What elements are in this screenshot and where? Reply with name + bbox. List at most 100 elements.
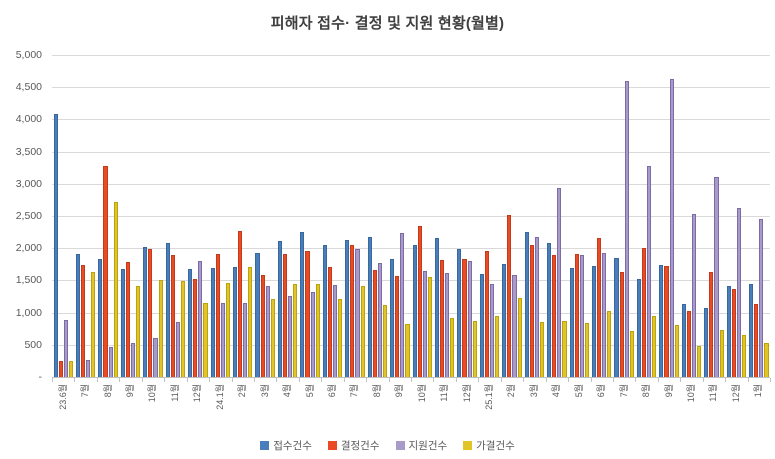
y-axis: 5,000 4,500 4,000 3,500 3,000 2,500 2,000 1,500… xyxy=(0,49,46,383)
bar-group xyxy=(703,55,725,377)
bar-지원건수 xyxy=(377,262,382,377)
bar-가결건수 xyxy=(584,322,589,377)
bar-접수건수 xyxy=(210,267,215,377)
x-axis-tick xyxy=(680,378,682,382)
legend-item: 지원건수 xyxy=(395,438,447,453)
bar-group xyxy=(164,55,186,377)
x-axis-label-cell: 2월 xyxy=(232,382,254,434)
bar-가결건수 xyxy=(472,320,477,377)
x-axis-label: 7월 xyxy=(618,384,629,398)
bar-가결건수 xyxy=(293,283,298,377)
bar-결정건수 xyxy=(664,265,669,377)
x-axis-tick xyxy=(52,378,53,382)
bar-결정건수 xyxy=(282,254,288,377)
bar-groups xyxy=(52,55,770,377)
x-axis-tick xyxy=(119,378,121,382)
bar-지원건수 xyxy=(534,236,540,377)
bar-접수건수 xyxy=(636,279,641,377)
legend-swatch xyxy=(395,441,405,450)
x-axis-tick xyxy=(568,378,570,382)
x-axis-tick xyxy=(141,378,143,382)
x-axis-label: 9월 xyxy=(394,384,405,398)
bar-group xyxy=(366,55,388,377)
bar-group xyxy=(254,55,276,377)
x-axis-tick xyxy=(164,378,166,382)
x-axis-label-cell: 10월 xyxy=(680,382,702,434)
bar-group xyxy=(478,55,500,377)
bar-접수건수 xyxy=(681,303,686,377)
bar-가결건수 xyxy=(360,286,365,377)
bar-지원건수 xyxy=(198,260,203,377)
bar-결정건수 xyxy=(148,248,153,377)
x-axis-tick xyxy=(702,378,704,382)
bar-결정건수 xyxy=(484,251,490,377)
bar-결정건수 xyxy=(754,303,759,377)
chart-title: 피해자 접수· 결정 및 지원 현황(월별) xyxy=(270,15,505,32)
x-axis-tick xyxy=(747,378,749,382)
bar-group xyxy=(209,55,231,377)
bar-가결건수 xyxy=(764,343,769,377)
x-axis-label-cell: 4월 xyxy=(276,382,298,434)
y-axis-label: 1,000 xyxy=(15,306,42,319)
bar-group xyxy=(433,55,455,377)
bar-가결건수 xyxy=(652,316,657,377)
x-axis-label: 24.1월 xyxy=(214,384,225,410)
bar-지원건수 xyxy=(557,188,562,377)
bar-접수건수 xyxy=(75,254,81,377)
bar-결정건수 xyxy=(709,272,714,377)
x-axis-label-cell: 1월 xyxy=(748,382,770,434)
bar-접수건수 xyxy=(98,258,103,377)
x-axis-label: 7월 xyxy=(349,384,360,398)
x-axis-tick xyxy=(276,378,278,382)
bar-결정건수 xyxy=(58,360,63,377)
x-axis-tick xyxy=(523,378,525,382)
x-axis-tick xyxy=(388,378,390,382)
bar-지원건수 xyxy=(220,303,225,377)
bar-지원건수 xyxy=(691,214,697,377)
bar-결정건수 xyxy=(507,214,512,377)
x-axis-tick xyxy=(725,378,727,382)
bar-group xyxy=(501,55,523,377)
x-axis-tick xyxy=(411,378,412,382)
bar-가결건수 xyxy=(113,201,118,377)
legend-swatch xyxy=(327,441,337,450)
bar-접수건수 xyxy=(255,252,260,377)
x-axis-tick xyxy=(590,378,592,382)
x-axis-label-cell: 12월 xyxy=(456,382,478,434)
bar-group xyxy=(276,55,298,377)
bar-접수건수 xyxy=(120,269,125,377)
bar-가결건수 xyxy=(270,299,275,377)
bar-지원건수 xyxy=(647,166,652,377)
bar-가결건수 xyxy=(719,329,724,377)
x-axis-label-cell: 11월 xyxy=(703,382,725,434)
bar-지원건수 xyxy=(669,78,674,377)
x-axis-tick xyxy=(500,378,502,382)
bar-가결건수 xyxy=(136,285,141,377)
bar-지원건수 xyxy=(422,271,427,377)
bar-group xyxy=(344,55,366,377)
x-axis-label-cell: 3월 xyxy=(254,382,276,434)
bar-결정건수 xyxy=(81,264,86,377)
x-axis-label: 7월 xyxy=(80,384,91,398)
x-axis-tick xyxy=(253,378,255,382)
x-axis-label-cell: 3월 xyxy=(523,382,545,434)
x-axis-tick xyxy=(366,378,368,382)
x-axis-label-cell: 6월 xyxy=(321,382,343,434)
y-axis-label: 2,500 xyxy=(15,210,42,222)
bar-결정건수 xyxy=(440,260,445,377)
x-axis-tick xyxy=(74,378,76,382)
bar-가결건수 xyxy=(405,323,410,377)
bar-지원건수 xyxy=(467,260,472,377)
x-axis-label: 6월 xyxy=(326,384,337,398)
x-axis-label: 2월 xyxy=(506,384,517,398)
bar-가결건수 xyxy=(382,304,388,377)
bar-접수건수 xyxy=(345,240,350,377)
bar-지원건수 xyxy=(86,359,91,377)
bar-접수건수 xyxy=(53,113,58,377)
bar-group xyxy=(523,55,545,377)
bar-접수건수 xyxy=(502,264,507,377)
x-axis-label: 11월 xyxy=(169,384,180,402)
x-axis-tick xyxy=(478,378,480,382)
x-axis-tick xyxy=(343,378,345,382)
x-axis-label: 5월 xyxy=(304,384,315,398)
